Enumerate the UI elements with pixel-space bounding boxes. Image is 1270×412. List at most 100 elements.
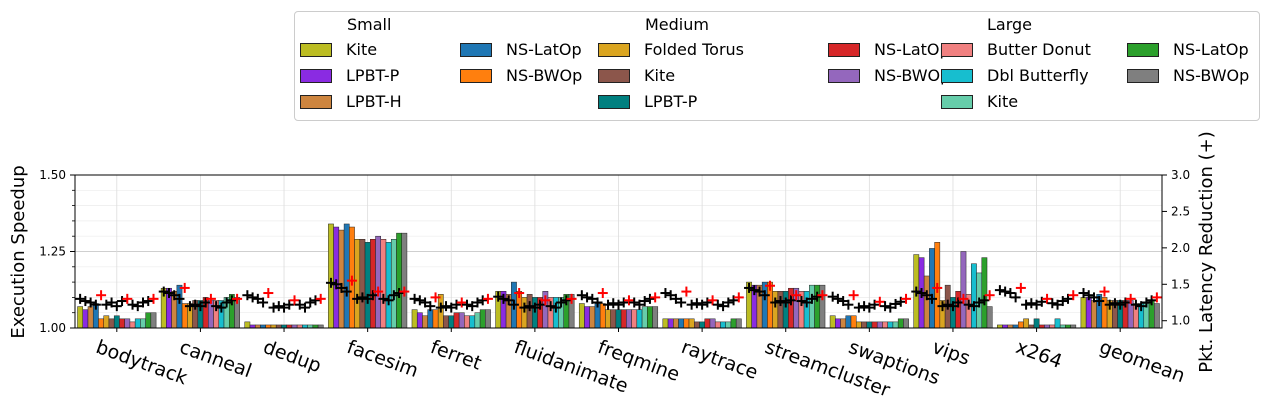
bar-swaptions-7	[866, 321, 873, 329]
legend-swatch	[1127, 42, 1159, 57]
right-tick-label: 3.0	[1171, 168, 1190, 182]
bar-ferret-0	[411, 309, 418, 329]
latency-marker-facesim-12	[388, 290, 399, 301]
latency-marker-dedup-14	[315, 293, 326, 304]
latency-marker-ferret-12	[472, 297, 483, 308]
latency-marker-streamcluster-13	[812, 291, 823, 302]
latency-marker-freqmine-10	[629, 297, 640, 308]
legend-label: LPBT-P	[346, 66, 400, 85]
latency-marker-dedup-1	[247, 292, 258, 303]
bar-ferret-9	[458, 312, 465, 329]
latency-marker-streamcluster-5	[770, 297, 781, 308]
bar-freqmine-10	[631, 309, 638, 329]
bar-facesim-2	[338, 229, 345, 329]
latency-marker-freqmine-4	[597, 288, 608, 299]
latency-marker-bodytrack-11	[132, 301, 143, 312]
latency-marker-facesim-9	[373, 286, 384, 297]
legend-label: LPBT-H	[346, 92, 402, 111]
latency-marker-geomean-8	[1120, 297, 1131, 308]
latency-marker-raytrace-12	[723, 297, 734, 308]
latency-marker-ferret-14	[482, 293, 493, 304]
bar-swaptions-8	[871, 321, 878, 329]
bar-raytrace-2	[673, 318, 679, 329]
latency-marker-freqmine-14	[650, 292, 661, 303]
bar-x264-4	[1017, 321, 1024, 329]
latency-marker-canneal-4	[179, 282, 190, 293]
latency-marker-bodytrack-9	[122, 293, 133, 304]
latency-marker-vips-1	[916, 288, 927, 299]
latency-marker-canneal-13	[226, 295, 237, 306]
latency-marker-canneal-7	[195, 301, 206, 312]
latency-marker-freqmine-7	[613, 299, 624, 310]
legend-label: Folded Torus	[644, 40, 745, 59]
bar-streamcluster-3	[761, 281, 768, 329]
bar-swaptions-1	[835, 318, 841, 329]
bar-x264-5	[1023, 318, 1029, 329]
latency-marker-canneal-8	[200, 297, 211, 308]
legend-group-title: Medium	[645, 15, 709, 34]
latency-marker-swaptions-4	[848, 290, 859, 301]
bar-freqmine-0	[578, 303, 585, 329]
latency-marker-streamcluster-8	[785, 295, 796, 306]
bar-streamcluster-8	[788, 287, 794, 329]
latency-marker-streamcluster-12	[806, 293, 817, 304]
latency-marker-canneal-2	[169, 290, 180, 301]
latency-marker-vips-8	[953, 297, 964, 308]
legend-swatch	[460, 42, 492, 57]
bar-raytrace-1	[667, 318, 674, 329]
latency-marker-geomean-12	[1141, 297, 1152, 308]
latency-marker-dedup-12	[305, 297, 316, 308]
bar-ferret-12	[474, 312, 481, 329]
latency-marker-canneal-5	[184, 301, 195, 312]
legend-swatch	[300, 94, 332, 109]
bar-ferret-10	[464, 315, 470, 329]
bar-facesim-7	[364, 242, 371, 329]
latency-marker-ferret-10	[461, 299, 472, 310]
latency-marker-raytrace-10	[712, 299, 723, 310]
latency-marker-canneal-10	[211, 301, 222, 312]
latency-marker-canneal-1	[163, 288, 174, 299]
latency-marker-streamcluster-9	[791, 290, 802, 301]
latency-marker-raytrace-0	[660, 288, 671, 299]
bar-dedup-0	[244, 321, 251, 329]
latency-marker-x264-9	[1042, 293, 1053, 304]
bar-ferret-11	[469, 315, 476, 329]
latency-marker-facesim-11	[383, 295, 394, 306]
latency-marker-raytrace-2	[670, 293, 681, 304]
latency-marker-x264-2	[1005, 288, 1016, 299]
latency-marker-vips-4	[932, 282, 943, 293]
bar-canneal-3	[176, 284, 183, 329]
latency-marker-fluidanimate-8	[535, 299, 546, 310]
legend-entry: Dbl Butterfly	[941, 66, 1089, 85]
legend-swatch	[941, 94, 973, 109]
latency-marker-bodytrack-6	[106, 297, 117, 308]
latency-marker-facesim-10	[378, 293, 389, 304]
latency-marker-dedup-11	[299, 302, 310, 313]
latency-marker-ferret-3	[425, 301, 436, 312]
latency-marker-raytrace-1	[665, 290, 676, 301]
latency-marker-fluidanimate-12	[556, 297, 567, 308]
legend-entry: Butter Donut	[941, 40, 1091, 59]
legend-swatch	[828, 68, 860, 83]
latency-marker-fluidanimate-2	[503, 295, 514, 306]
x-tick-label-facesim: facesim	[344, 336, 421, 382]
legend-label: NS-BWOp	[506, 66, 583, 85]
legend-swatch	[300, 42, 332, 57]
right-tick-label: 1.5	[1171, 277, 1190, 291]
latency-marker-raytrace-4	[681, 286, 692, 297]
latency-marker-freqmine-9	[623, 295, 634, 306]
bar-facesim-11	[385, 242, 392, 329]
legend-entry: LPBT-P	[300, 66, 399, 85]
latency-marker-streamcluster-3	[759, 290, 770, 301]
bar-bodytrack-9	[124, 318, 131, 329]
latency-marker-vips-12	[974, 297, 985, 308]
bar-bodytrack-4	[98, 318, 104, 329]
x-tick-label-x264: x264	[1013, 336, 1065, 373]
bar-bodytrack-14	[150, 312, 157, 329]
bar-freqmine-11	[636, 309, 643, 329]
latency-marker-swaptions-11	[885, 302, 896, 313]
latency-marker-geomean-1	[1083, 290, 1094, 301]
bar-geomean-2	[1091, 300, 1097, 329]
bar-facesim-14	[401, 232, 408, 329]
